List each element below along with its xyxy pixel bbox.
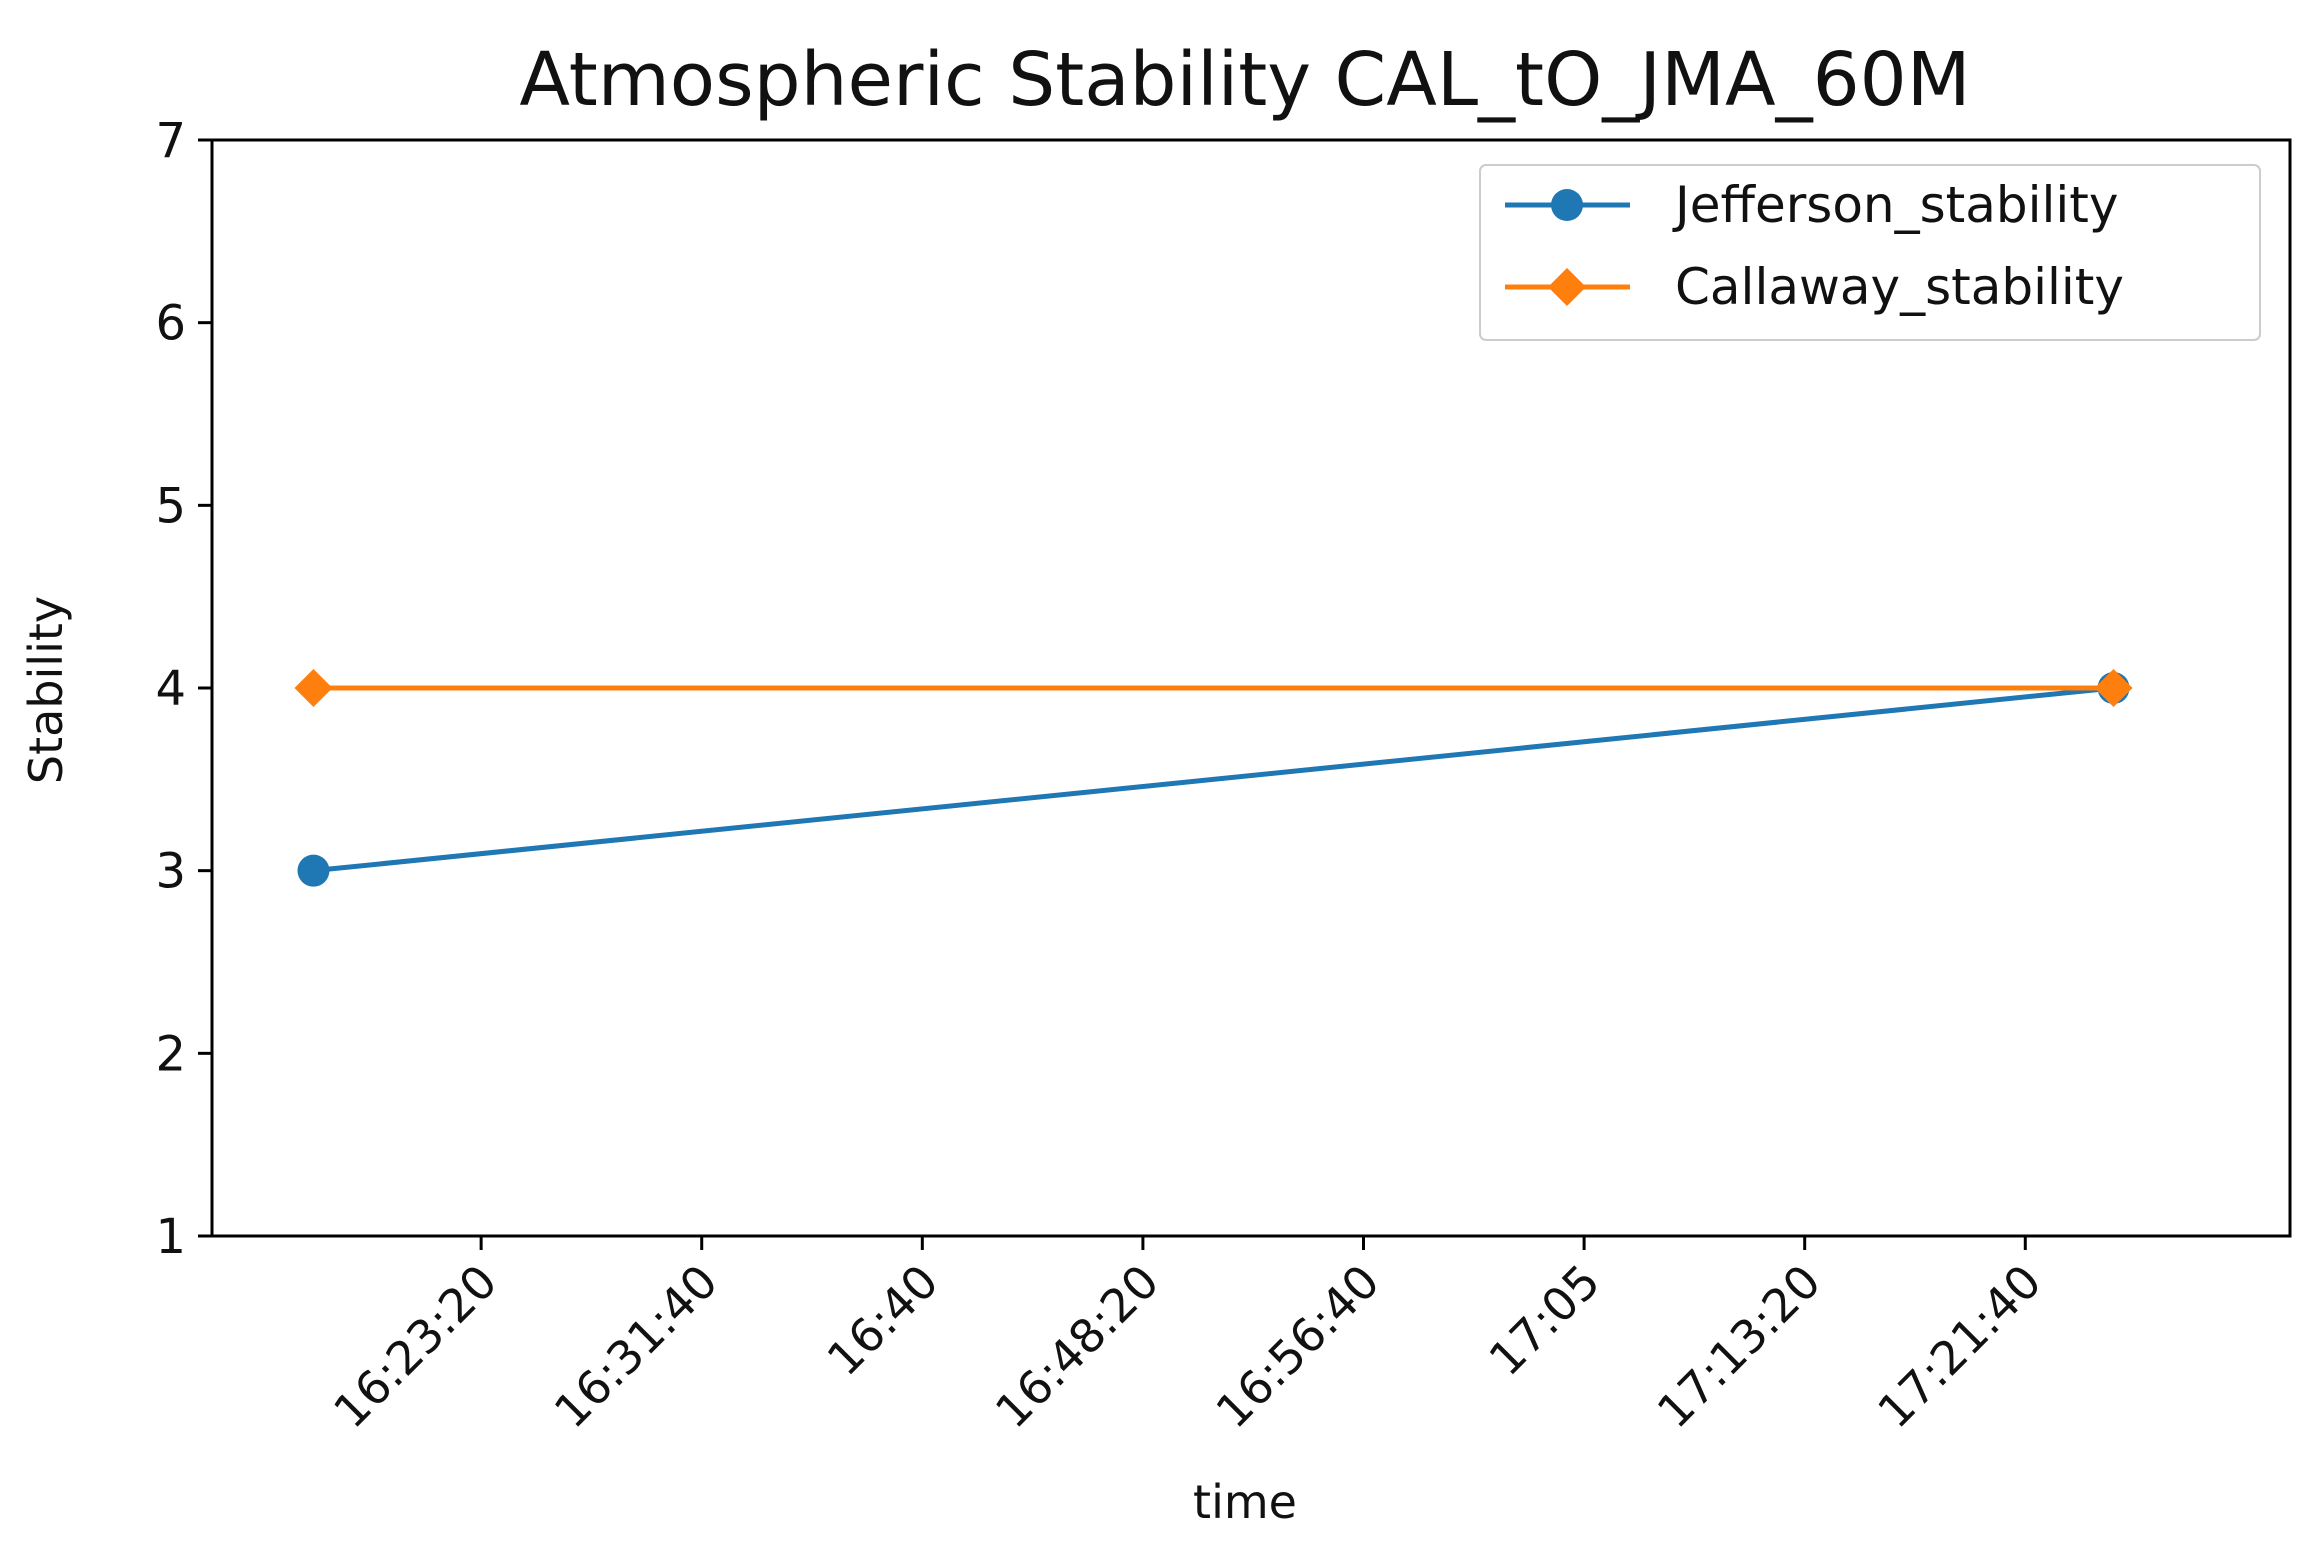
y-tick-label: 6 (155, 296, 186, 352)
data-point (297, 854, 330, 887)
x-tick-label: 16:31:40 (544, 1254, 728, 1438)
data-point (294, 669, 333, 707)
data-point (2094, 669, 2133, 707)
y-tick-label: 1 (155, 1209, 186, 1265)
legend-box (1479, 164, 2261, 341)
series-Jefferson_stability (297, 672, 2130, 887)
legend-label: Jefferson_stability (1672, 176, 2119, 234)
series-line (313, 685, 2114, 874)
x-axis-label: time (1193, 1475, 1297, 1529)
y-axis: 1 2 3 4 5 6 7 (155, 113, 212, 1265)
x-tick-label: 16:48:20 (985, 1254, 1169, 1438)
y-tick-label: 5 (155, 478, 186, 534)
x-tick-label: 16:40 (817, 1254, 949, 1386)
x-tick-label: 16:56:40 (1205, 1254, 1389, 1438)
y-tick-label: 2 (155, 1026, 186, 1082)
x-tick-label: 17:05 (1478, 1254, 1610, 1386)
y-tick-label: 7 (155, 113, 186, 169)
legend-marker (1551, 189, 1583, 221)
legend-marker (1548, 268, 1586, 306)
y-axis-label: Stability (19, 596, 73, 784)
legend-label: Callaway_stability (1675, 258, 2124, 316)
legend: Jefferson_stability Callaway_stability (1479, 164, 2261, 341)
x-tick-label: 16:23:20 (323, 1254, 507, 1438)
x-tick-label: 17:13:20 (1647, 1254, 1831, 1438)
x-tick-label: 17:21:40 (1867, 1254, 2051, 1438)
chart-title: Atmospheric Stability CAL_tO_JMA_60M (519, 37, 1970, 123)
y-tick-label: 3 (155, 844, 186, 900)
series-layer (294, 669, 2133, 887)
x-axis: 16:23:20 16:31:40 16:40 16:48:20 16:56:40 17:… (323, 1236, 2052, 1438)
series-Callaway_stability (294, 669, 2133, 707)
y-tick-label: 4 (155, 661, 186, 717)
